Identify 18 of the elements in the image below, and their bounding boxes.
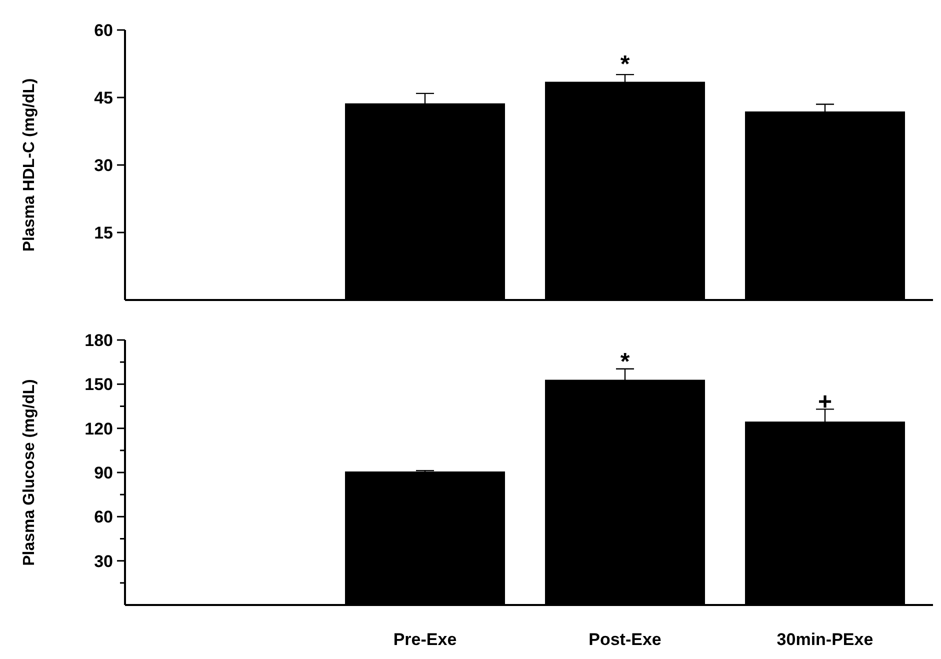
y-tick-label: 60 bbox=[94, 20, 113, 40]
annotation: * bbox=[620, 348, 630, 376]
y-tick-label: 30 bbox=[94, 156, 113, 175]
annotation: + bbox=[818, 388, 832, 416]
x-tick-label: Post-Exe bbox=[588, 630, 662, 649]
y-tick-label: 120 bbox=[84, 419, 113, 438]
y-tick-label: 150 bbox=[84, 375, 113, 394]
y-tick-label: 15 bbox=[94, 223, 113, 242]
y-axis-title: Plasma HDL-C (mg/dL) bbox=[21, 78, 38, 252]
y-axis-title: Plasma Glucose (mg/dL) bbox=[21, 379, 38, 566]
y-tick-label: 60 bbox=[94, 508, 113, 527]
y-tick-label: 30 bbox=[94, 552, 113, 571]
annotation: * bbox=[620, 51, 630, 78]
y-tick-label: 180 bbox=[84, 330, 113, 350]
y-tick-label: 90 bbox=[94, 463, 113, 482]
x-tick-label: Pre-Exe bbox=[393, 630, 457, 649]
x-tick-label: 30min-PExe bbox=[776, 630, 874, 649]
y-tick-label: 45 bbox=[94, 88, 113, 108]
